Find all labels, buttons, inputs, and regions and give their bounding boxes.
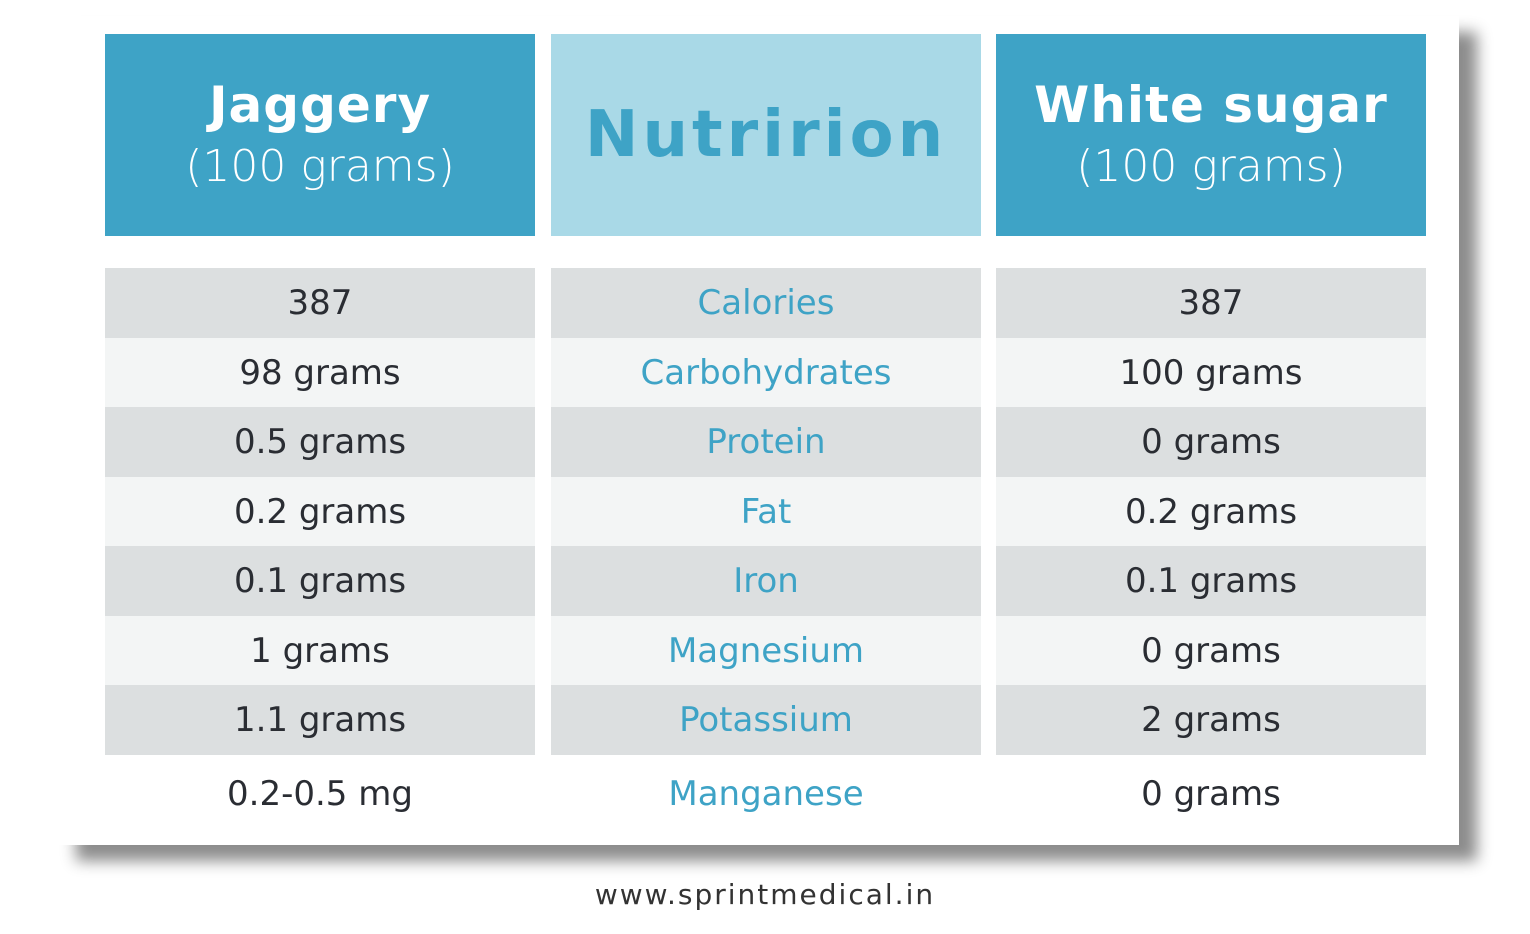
table-cell-nutrient: Iron — [551, 546, 981, 616]
header-subtitle: (100 grams) — [185, 141, 455, 192]
table-cell-sugar: 0.2 grams — [996, 477, 1426, 547]
table-cell-jaggery: 0.2-0.5 mg — [105, 755, 535, 833]
nutrition-table-card: Jaggery (100 grams) Nutririon White suga… — [58, 16, 1459, 845]
table-cell-sugar: 0 grams — [996, 407, 1426, 477]
table-cell-nutrient: Calories — [551, 268, 981, 338]
table-cell-nutrient: Potassium — [551, 685, 981, 755]
table-cell-jaggery: 0.5 grams — [105, 407, 535, 477]
header-title: Jaggery — [208, 76, 432, 134]
table-cell-nutrient: Carbohydrates — [551, 338, 981, 408]
table-cell-sugar: 0.1 grams — [996, 546, 1426, 616]
table-cell-jaggery: 1 grams — [105, 616, 535, 686]
table-cell-nutrient: Manganese — [551, 755, 981, 833]
header-white-sugar: White sugar (100 grams) — [996, 34, 1426, 236]
header-title: White sugar — [1034, 76, 1388, 134]
header-nutrition: Nutririon — [551, 34, 981, 236]
website-footer: www.sprintmedical.in — [594, 878, 936, 911]
table-cell-sugar: 2 grams — [996, 685, 1426, 755]
table-cell-jaggery: 0.2 grams — [105, 477, 535, 547]
table-cell-jaggery: 387 — [105, 268, 535, 338]
table-cell-sugar: 0 grams — [996, 616, 1426, 686]
table-cell-sugar: 100 grams — [996, 338, 1426, 408]
header-subtitle: (100 grams) — [1076, 141, 1346, 192]
table-cell-nutrient: Fat — [551, 477, 981, 547]
table-cell-sugar: 387 — [996, 268, 1426, 338]
table-cell-jaggery: 98 grams — [105, 338, 535, 408]
table-cell-jaggery: 1.1 grams — [105, 685, 535, 755]
header-jaggery: Jaggery (100 grams) — [105, 34, 535, 236]
header-title: Nutririon — [584, 98, 948, 172]
table-cell-nutrient: Protein — [551, 407, 981, 477]
table-cell-nutrient: Magnesium — [551, 616, 981, 686]
table-cell-sugar: 0 grams — [996, 755, 1426, 833]
table-cell-jaggery: 0.1 grams — [105, 546, 535, 616]
